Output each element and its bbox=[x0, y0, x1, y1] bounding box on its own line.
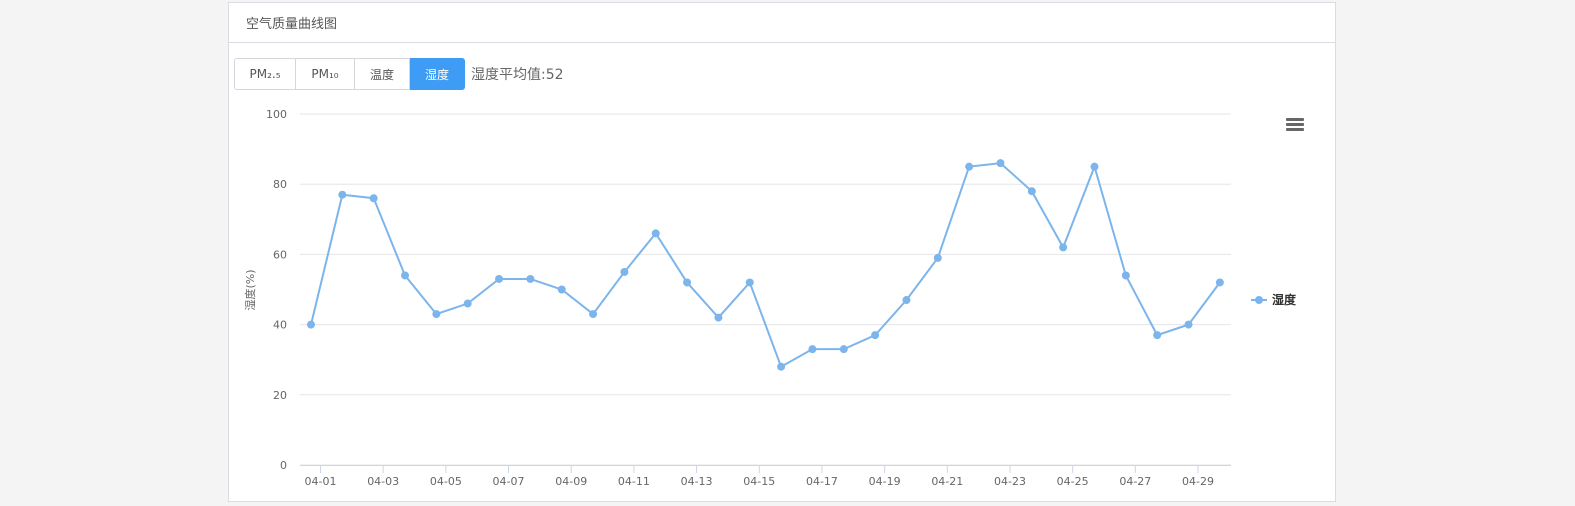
metric-tabs: PM₂.₅ PM₁₀ 温度 湿度 湿度平均值:52 bbox=[234, 58, 564, 90]
y-tick-label: 20 bbox=[273, 389, 287, 402]
data-point bbox=[620, 267, 629, 276]
tab-pm10[interactable]: PM₁₀ bbox=[296, 58, 355, 90]
x-tick-label: 04-13 bbox=[681, 475, 713, 488]
data-point bbox=[1215, 278, 1224, 287]
y-tick-label: 80 bbox=[273, 178, 287, 191]
data-point bbox=[589, 310, 598, 319]
x-tick-label: 04-09 bbox=[555, 475, 587, 488]
y-tick-label: 100 bbox=[266, 108, 287, 121]
data-point bbox=[745, 278, 754, 287]
y-tick-label: 60 bbox=[273, 248, 287, 261]
data-point bbox=[526, 274, 535, 283]
data-point bbox=[1027, 187, 1036, 196]
legend-marker bbox=[1255, 296, 1263, 304]
data-point bbox=[839, 345, 848, 354]
data-point bbox=[369, 194, 378, 203]
data-point bbox=[933, 253, 942, 262]
panel-header: 空气质量曲线图 bbox=[229, 3, 1335, 43]
data-point bbox=[401, 271, 410, 280]
data-point bbox=[1059, 243, 1068, 252]
panel-title: 空气质量曲线图 bbox=[246, 17, 338, 32]
data-point bbox=[338, 190, 347, 199]
data-point bbox=[996, 159, 1005, 168]
x-tick-label: 04-29 bbox=[1182, 475, 1214, 488]
data-point bbox=[683, 278, 692, 287]
data-point bbox=[495, 274, 504, 283]
y-tick-label: 0 bbox=[280, 459, 287, 472]
tab-pm25[interactable]: PM₂.₅ bbox=[234, 58, 296, 90]
x-tick-label: 04-11 bbox=[618, 475, 650, 488]
series-line bbox=[310, 162, 1221, 369]
data-point bbox=[871, 331, 880, 340]
x-tick-label: 04-25 bbox=[1057, 475, 1089, 488]
x-tick-label: 04-07 bbox=[493, 475, 525, 488]
average-value: 湿度平均值:52 bbox=[471, 67, 564, 83]
x-tick-label: 04-27 bbox=[1119, 475, 1151, 488]
y-tick-label: 40 bbox=[273, 319, 287, 332]
y-axis-label: 湿度(%) bbox=[243, 269, 257, 310]
tab-temperature[interactable]: 温度 bbox=[355, 58, 410, 90]
data-point bbox=[651, 229, 660, 238]
data-point bbox=[777, 362, 786, 371]
data-point bbox=[463, 299, 472, 308]
x-tick-label: 04-01 bbox=[305, 475, 337, 488]
chart-panel: 空气质量曲线图 PM₂.₅ PM₁₀ 温度 湿度 湿度平均值:52 bbox=[228, 2, 1336, 502]
x-tick-label: 04-05 bbox=[430, 475, 462, 488]
data-point bbox=[1090, 162, 1099, 171]
data-point bbox=[1121, 271, 1130, 280]
x-tick-label: 04-19 bbox=[869, 475, 901, 488]
data-point bbox=[1153, 331, 1162, 340]
data-point bbox=[965, 162, 974, 171]
x-tick-label: 04-15 bbox=[743, 475, 775, 488]
x-tick-label: 04-21 bbox=[931, 475, 963, 488]
data-point bbox=[902, 296, 911, 305]
hamburger-menu-icon[interactable] bbox=[1286, 118, 1304, 134]
data-point bbox=[432, 310, 441, 319]
x-tick-label: 04-23 bbox=[994, 475, 1026, 488]
legend-label: 湿度 bbox=[1272, 292, 1297, 307]
data-point bbox=[557, 285, 566, 294]
x-tick-label: 04-17 bbox=[806, 475, 838, 488]
tab-humidity[interactable]: 湿度 bbox=[410, 58, 465, 90]
data-point bbox=[307, 320, 315, 329]
x-tick-label: 04-03 bbox=[367, 475, 399, 488]
data-point bbox=[1184, 320, 1193, 329]
data-point bbox=[714, 313, 723, 322]
data-point bbox=[808, 345, 817, 354]
